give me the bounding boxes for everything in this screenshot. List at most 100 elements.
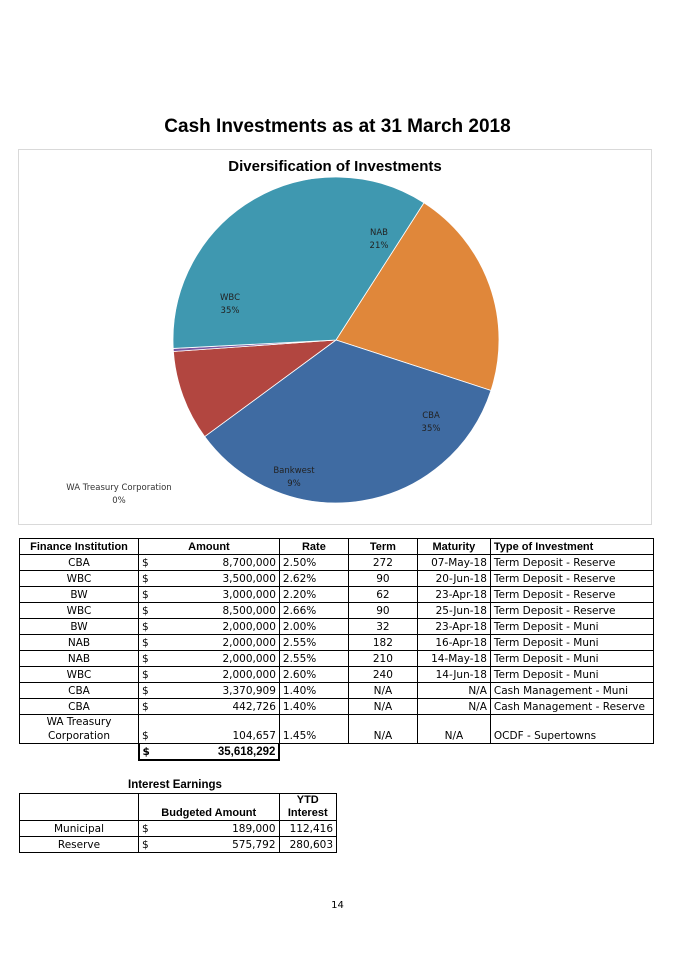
cell-maturity: 16-Apr-18 <box>416 634 491 651</box>
page-title: Cash Investments as at 31 March 2018 <box>164 116 511 137</box>
cell-maturity: 14-May-18 <box>416 650 491 667</box>
cell-type: Term Deposit - Reserve <box>489 602 655 619</box>
table-row: WBC $2,000,000 2.60% 240 14-Jun-18 Term Depos… <box>19 666 655 683</box>
cell-rate: 2.60% <box>278 666 349 683</box>
interest-earnings-title: Interest Earnings <box>128 779 222 791</box>
cell-type: OCDF - Supertowns <box>489 714 655 744</box>
cell-maturity: 07-May-18 <box>416 554 491 571</box>
cell-rate: 1.40% <box>278 682 349 699</box>
cell-institution-line2: Corporation <box>47 730 111 742</box>
cell-term: 240 <box>347 666 418 683</box>
total-row: $ 35,618,292 <box>20 743 654 761</box>
pie-label-percent: 9% <box>287 479 301 489</box>
cell-type: Term Deposit - Muni <box>489 634 655 651</box>
cell-type: Term Deposit - Reserve <box>489 554 655 571</box>
cell-term: 272 <box>347 554 418 571</box>
cell-currency: $ <box>138 602 153 619</box>
table-row: CBA $442,726 1.40% N/A N/A Cash Management - … <box>19 698 655 715</box>
pie-slice-cba <box>204 339 492 504</box>
cell-maturity: N/A <box>416 714 491 744</box>
table-row: BW $2,000,000 2.00% 32 23-Apr-18 Term Deposit… <box>19 618 655 635</box>
cell-amount: 3,000,000 <box>153 586 280 603</box>
cell-term: N/A <box>347 698 418 715</box>
cell-currency: $ <box>138 698 153 715</box>
interest-row-reserve: Reserve $ 575,792 280,603 <box>19 836 337 853</box>
cell-rate: 1.45% <box>278 714 349 744</box>
cell-institution: CBA <box>19 698 139 715</box>
table-row: WBC $8,500,000 2.66% 90 25-Jun-18 Term Deposi… <box>19 602 655 619</box>
cell-rate: 2.50% <box>278 554 349 571</box>
cell-term: 182 <box>347 634 418 651</box>
cell-term: 32 <box>347 618 418 635</box>
interest-header-ytd-line1: YTD <box>296 794 319 806</box>
interest-currency: $ <box>138 820 153 837</box>
cell-rate: 2.00% <box>278 618 349 635</box>
chart-title: Diversification of Investments <box>228 158 442 175</box>
cell-maturity: 25-Jun-18 <box>416 602 491 619</box>
table-row: BW $3,000,000 2.20% 62 23-Apr-18 Term Deposit… <box>19 586 655 603</box>
cell-institution: NAB <box>19 634 139 651</box>
interest-header-row: Budgeted Amount YTD Interest <box>19 793 337 821</box>
cell-amount: 8,700,000 <box>153 554 280 571</box>
cell-term: 90 <box>347 602 418 619</box>
col-header-institution: Finance Institution <box>19 538 139 555</box>
table-row: CBA $8,700,000 2.50% 272 07-May-18 Term Depos… <box>19 554 655 571</box>
cell-type: Term Deposit - Muni <box>489 666 655 683</box>
pie-label-percent: 35% <box>422 424 441 434</box>
pie-label-percent: 21% <box>370 241 389 251</box>
cell-type: Cash Management - Muni <box>489 682 655 699</box>
cell-maturity: 14-Jun-18 <box>416 666 491 683</box>
pie-label-name: Bankwest <box>273 466 315 476</box>
cell-institution-line1: WA Treasury <box>46 716 112 728</box>
cell-maturity: N/A <box>416 682 491 699</box>
cell-maturity: N/A <box>416 698 491 715</box>
investments-table: Finance Institution Amount Rate Term Mat… <box>19 538 655 761</box>
cell-institution: CBA <box>19 682 139 699</box>
cell-currency: $ <box>138 618 153 635</box>
cell-rate: 2.66% <box>278 602 349 619</box>
pie-chart: NAB 21% CBA 35% Bankwest 9% WA Treasury Corpor… <box>66 176 500 506</box>
cell-term: N/A <box>347 714 418 744</box>
cell-institution: NAB <box>19 650 139 667</box>
page-number: 14 <box>331 900 344 911</box>
col-header-amount: Amount <box>138 538 280 555</box>
cell-term: 90 <box>347 570 418 587</box>
interest-ytd: 280,603 <box>278 836 337 853</box>
cell-type: Term Deposit - Muni <box>489 650 655 667</box>
cell-currency: $ <box>138 634 153 651</box>
cell-maturity: 23-Apr-18 <box>416 586 491 603</box>
cell-rate: 2.20% <box>278 586 349 603</box>
interest-earnings-table: Budgeted Amount YTD Interest Municipal $… <box>19 793 337 853</box>
cell-rate: 2.55% <box>278 650 349 667</box>
pie-label-percent: 0% <box>112 496 126 506</box>
cell-maturity: 23-Apr-18 <box>416 618 491 635</box>
interest-label: Municipal <box>19 820 139 837</box>
interest-budget: 575,792 <box>153 836 280 853</box>
cell-currency: $ <box>138 554 153 571</box>
cell-rate: 2.55% <box>278 634 349 651</box>
interest-ytd: 112,416 <box>278 820 337 837</box>
pie-slice-wbc <box>172 176 425 349</box>
cell-amount: 2,000,000 <box>153 634 280 651</box>
cell-type: Term Deposit - Reserve <box>489 586 655 603</box>
cell-currency: $ <box>138 714 153 744</box>
cell-type: Term Deposit - Muni <box>489 618 655 635</box>
interest-label: Reserve <box>19 836 139 853</box>
table-row: NAB $2,000,000 2.55% 210 14-May-18 Term Depos… <box>19 650 655 667</box>
table-row: NAB $2,000,000 2.55% 182 16-Apr-18 Term Depos… <box>19 634 655 651</box>
cell-type: Cash Management - Reserve <box>489 698 655 715</box>
cell-institution: WBC <box>19 602 139 619</box>
pie-label-name: WBC <box>220 293 240 303</box>
pie-label-name: CBA <box>422 411 440 421</box>
cell-institution: WBC <box>19 666 139 683</box>
cell-amount: 104,657 <box>153 714 280 744</box>
cell-amount: 3,500,000 <box>153 570 280 587</box>
cell-amount: 2,000,000 <box>153 650 280 667</box>
cell-maturity: 20-Jun-18 <box>416 570 491 587</box>
cell-currency: $ <box>138 666 153 683</box>
table-row: CBA $3,370,909 1.40% N/A N/A Cash Management … <box>19 682 655 699</box>
interest-currency: $ <box>138 836 153 853</box>
table-row-wa-treasury: WA Treasury Corporation $ 104,657 1.45% … <box>19 714 655 744</box>
interest-budget: 189,000 <box>153 820 280 837</box>
interest-header-ytd-line2: Interest <box>287 807 328 819</box>
